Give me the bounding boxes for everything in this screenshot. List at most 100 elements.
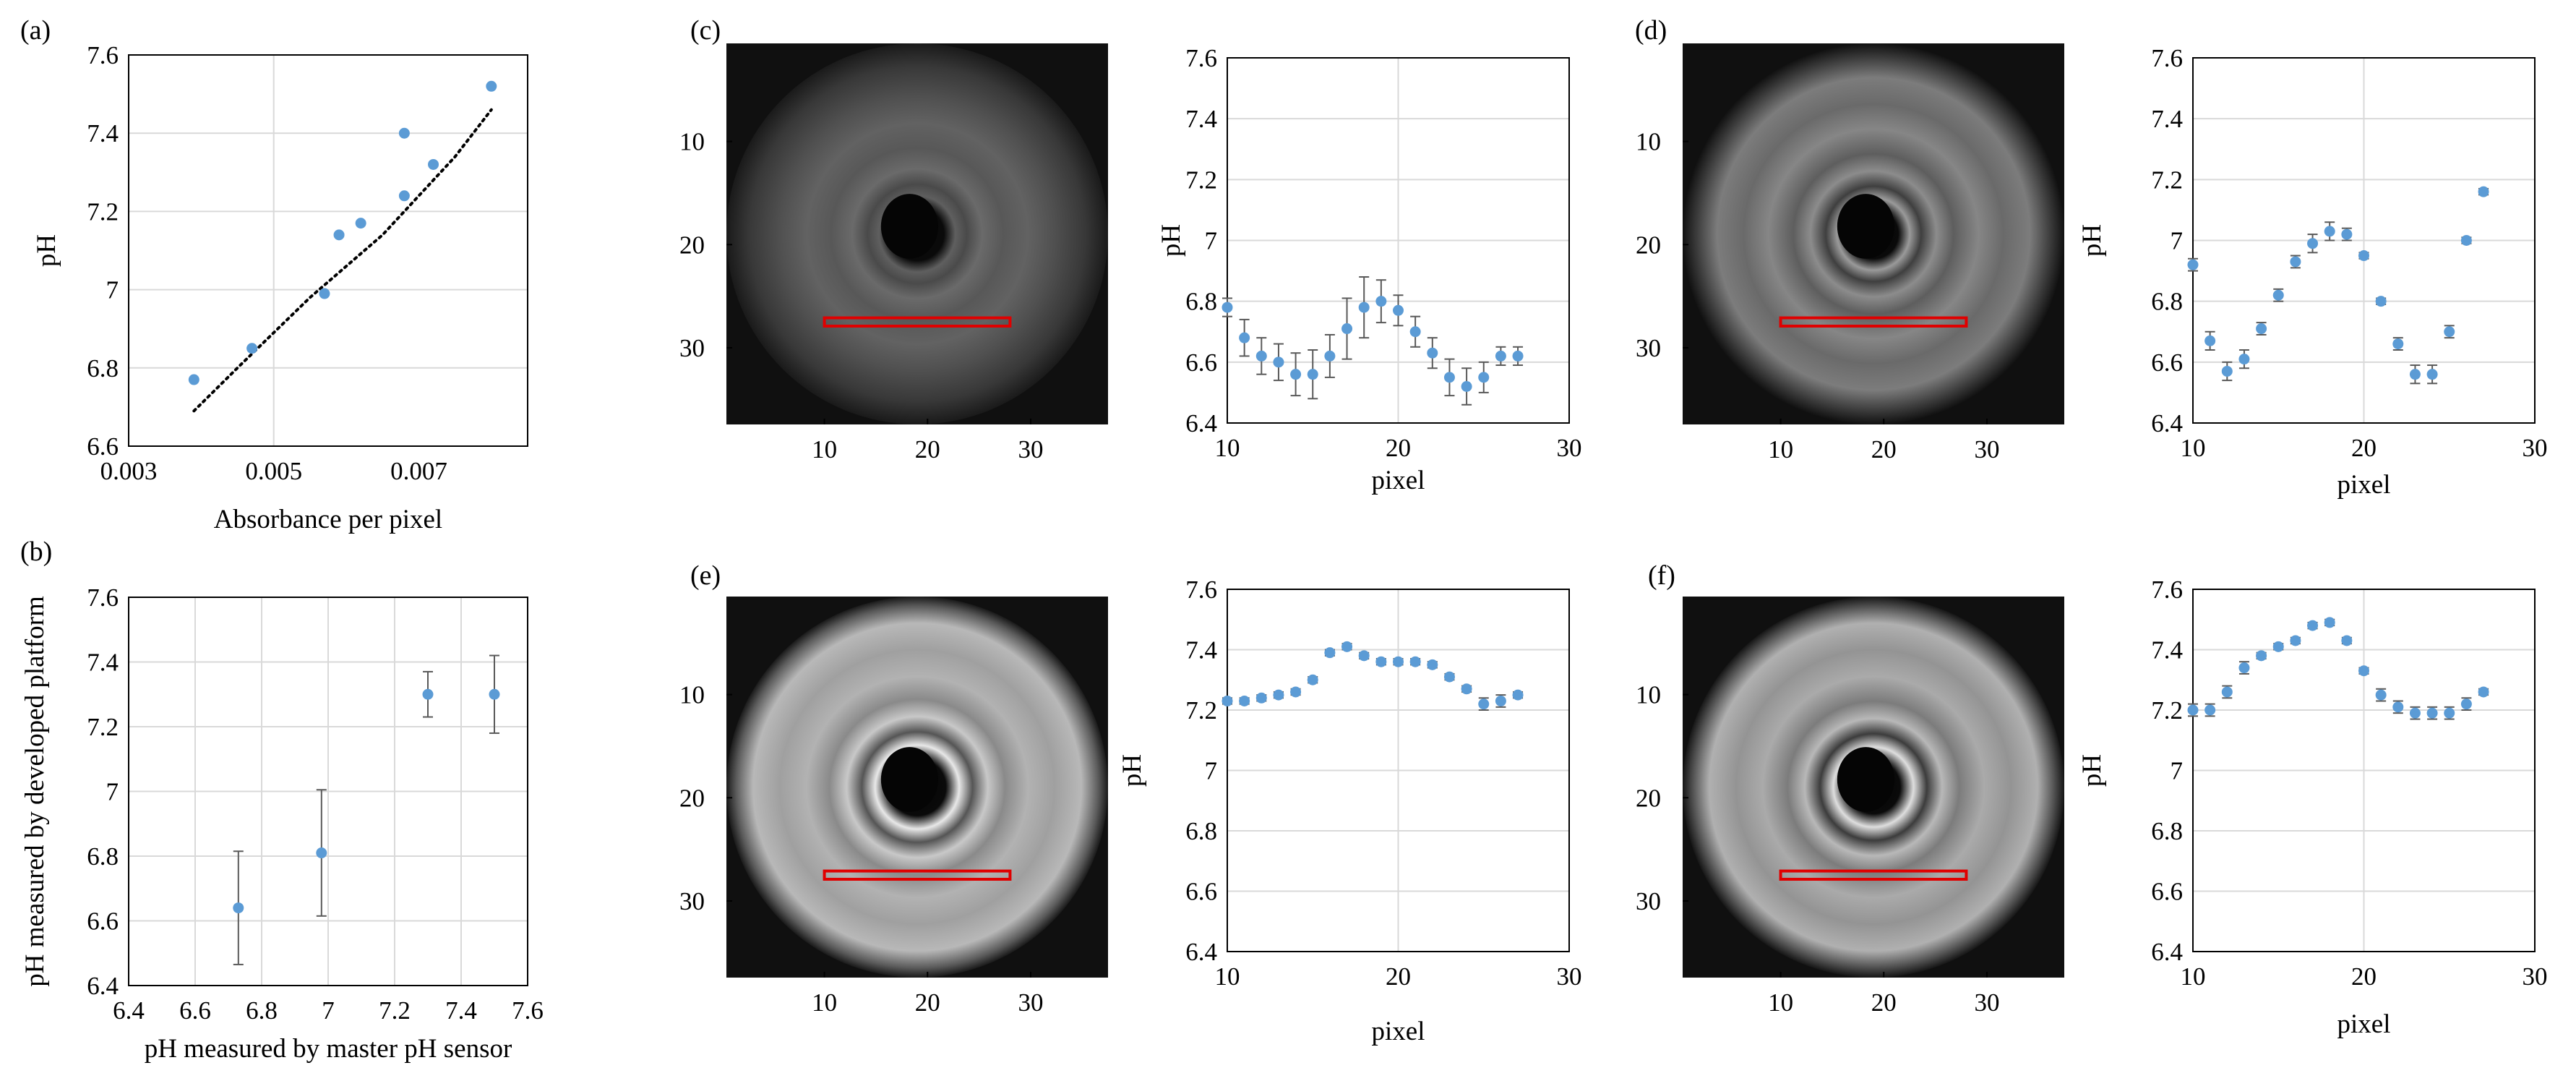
y-tick-label: 7.4	[2151, 636, 2183, 665]
y-tick-label: 6.6	[87, 907, 119, 936]
y-axis-label: pH	[2077, 754, 2107, 787]
chart-d: 10 20 30 6.4 6.6 6.8 7 7.2 7.4 7.6 pixel pH	[2077, 44, 2548, 500]
panel-label: (c)	[690, 15, 721, 46]
data-point	[1512, 689, 1524, 701]
y-tick-label: 7.2	[1185, 166, 1217, 194]
data-point	[2409, 369, 2421, 380]
data-point	[1290, 686, 1302, 698]
data-point	[1239, 332, 1250, 343]
y-axis-label: pH measured by developed platform	[20, 596, 50, 987]
y-tick-label: 7.2	[87, 713, 119, 741]
data-point	[2256, 650, 2267, 662]
image-x-tick-label: 10	[1768, 988, 1793, 1017]
y-tick-label: 7.6	[87, 584, 119, 612]
image-y-tick-label: 20	[1636, 231, 1661, 259]
data-point	[1461, 381, 1472, 392]
roi-rectangle	[1779, 316, 1968, 328]
image-x-tick-label: 10	[1768, 435, 1793, 463]
data-point	[2426, 369, 2438, 380]
y-tick-label: 7	[2171, 227, 2184, 255]
data-point	[2221, 365, 2233, 377]
roi-rectangle	[1779, 869, 1968, 881]
data-point	[2444, 707, 2455, 719]
y-tick-label: 7.2	[1185, 696, 1217, 725]
x-tick-label: 20	[1386, 962, 1411, 991]
y-tick-label: 7	[2171, 757, 2184, 785]
data-point	[1307, 369, 1318, 380]
data-point	[2392, 338, 2404, 350]
y-tick-label: 7.4	[1185, 636, 1217, 665]
x-tick-label: 6.8	[246, 996, 278, 1025]
image-center-spot	[880, 747, 939, 812]
data-point	[2290, 635, 2301, 646]
y-tick-label: 6.8	[2151, 288, 2183, 316]
data-point	[1273, 356, 1284, 368]
x-tick-label: 20	[2351, 434, 2377, 462]
data-point	[316, 847, 327, 859]
y-axis-label: pH	[1117, 754, 1147, 787]
y-tick-label: 6.6	[1185, 349, 1217, 377]
image-y-tick-label: 10	[679, 128, 705, 156]
data-point	[1443, 372, 1455, 383]
y-tick-label: 7	[1205, 227, 1218, 255]
data-point	[1239, 695, 1250, 706]
image-x-tick-label: 20	[915, 988, 940, 1017]
y-tick-label: 6.4	[2151, 409, 2183, 437]
data-point	[2375, 689, 2387, 701]
data-point	[2341, 228, 2353, 240]
data-point	[2221, 686, 2233, 698]
x-tick-label: 20	[1386, 434, 1411, 462]
data-point	[2307, 238, 2319, 249]
y-tick-label: 7.6	[2151, 44, 2183, 72]
data-point	[486, 80, 497, 92]
roi-rectangle	[823, 869, 1012, 881]
data-point	[428, 158, 439, 170]
y-tick-label: 6.4	[1185, 409, 1217, 437]
x-tick-label: 10	[1215, 434, 1240, 462]
image-y-tick-label: 30	[679, 334, 705, 362]
x-tick-label: 10	[2181, 962, 2206, 991]
data-point	[1222, 695, 1233, 706]
image-y-tick-label: 30	[1636, 334, 1661, 362]
data-point	[1307, 674, 1318, 685]
y-tick-label: 7	[1205, 757, 1218, 785]
image-x-tick-label: 30	[1974, 988, 1999, 1017]
y-tick-label: 7.4	[2151, 105, 2183, 133]
data-point	[1255, 350, 1267, 362]
y-tick-label: 7.4	[1185, 105, 1217, 133]
data-point	[2341, 635, 2353, 646]
y-axis-label: pH	[32, 234, 61, 267]
roi-rectangle	[823, 316, 1012, 328]
data-point	[1512, 350, 1524, 362]
data-point	[1358, 302, 1370, 313]
y-tick-label: 6.4	[2151, 938, 2183, 966]
image-panel-e: 10 20 30 10 20 30 (e)	[679, 560, 1108, 1017]
data-point	[2187, 704, 2199, 716]
data-point	[1324, 350, 1336, 362]
data-point	[1461, 683, 1472, 695]
x-tick-label: 7.2	[379, 996, 411, 1025]
data-point	[2409, 707, 2421, 719]
data-point	[1495, 695, 1506, 706]
data-point	[2460, 698, 2472, 710]
image-y-tick-label: 20	[679, 784, 705, 812]
x-axis-label: pH measured by master pH sensor	[145, 1034, 512, 1064]
x-tick-label: 0.007	[390, 457, 447, 485]
x-tick-label: 6.6	[179, 996, 211, 1025]
y-tick-label: 7.4	[87, 119, 119, 148]
data-point	[2426, 707, 2438, 719]
image-panel-f: 10 20 30 10 20 30 (f)	[1636, 560, 2064, 1017]
data-point	[188, 374, 199, 385]
panel-label: (e)	[690, 560, 721, 591]
data-point	[2204, 704, 2216, 716]
data-point	[1324, 647, 1336, 659]
y-tick-label: 7.2	[87, 197, 119, 226]
image-center-spot	[1837, 747, 1895, 812]
y-tick-label: 7.2	[2151, 696, 2183, 725]
data-point	[2324, 617, 2335, 628]
panel-label: (f)	[1648, 560, 1675, 591]
data-point	[2392, 701, 2404, 713]
plot-frame	[128, 54, 528, 447]
y-tick-label: 7.6	[87, 41, 119, 69]
